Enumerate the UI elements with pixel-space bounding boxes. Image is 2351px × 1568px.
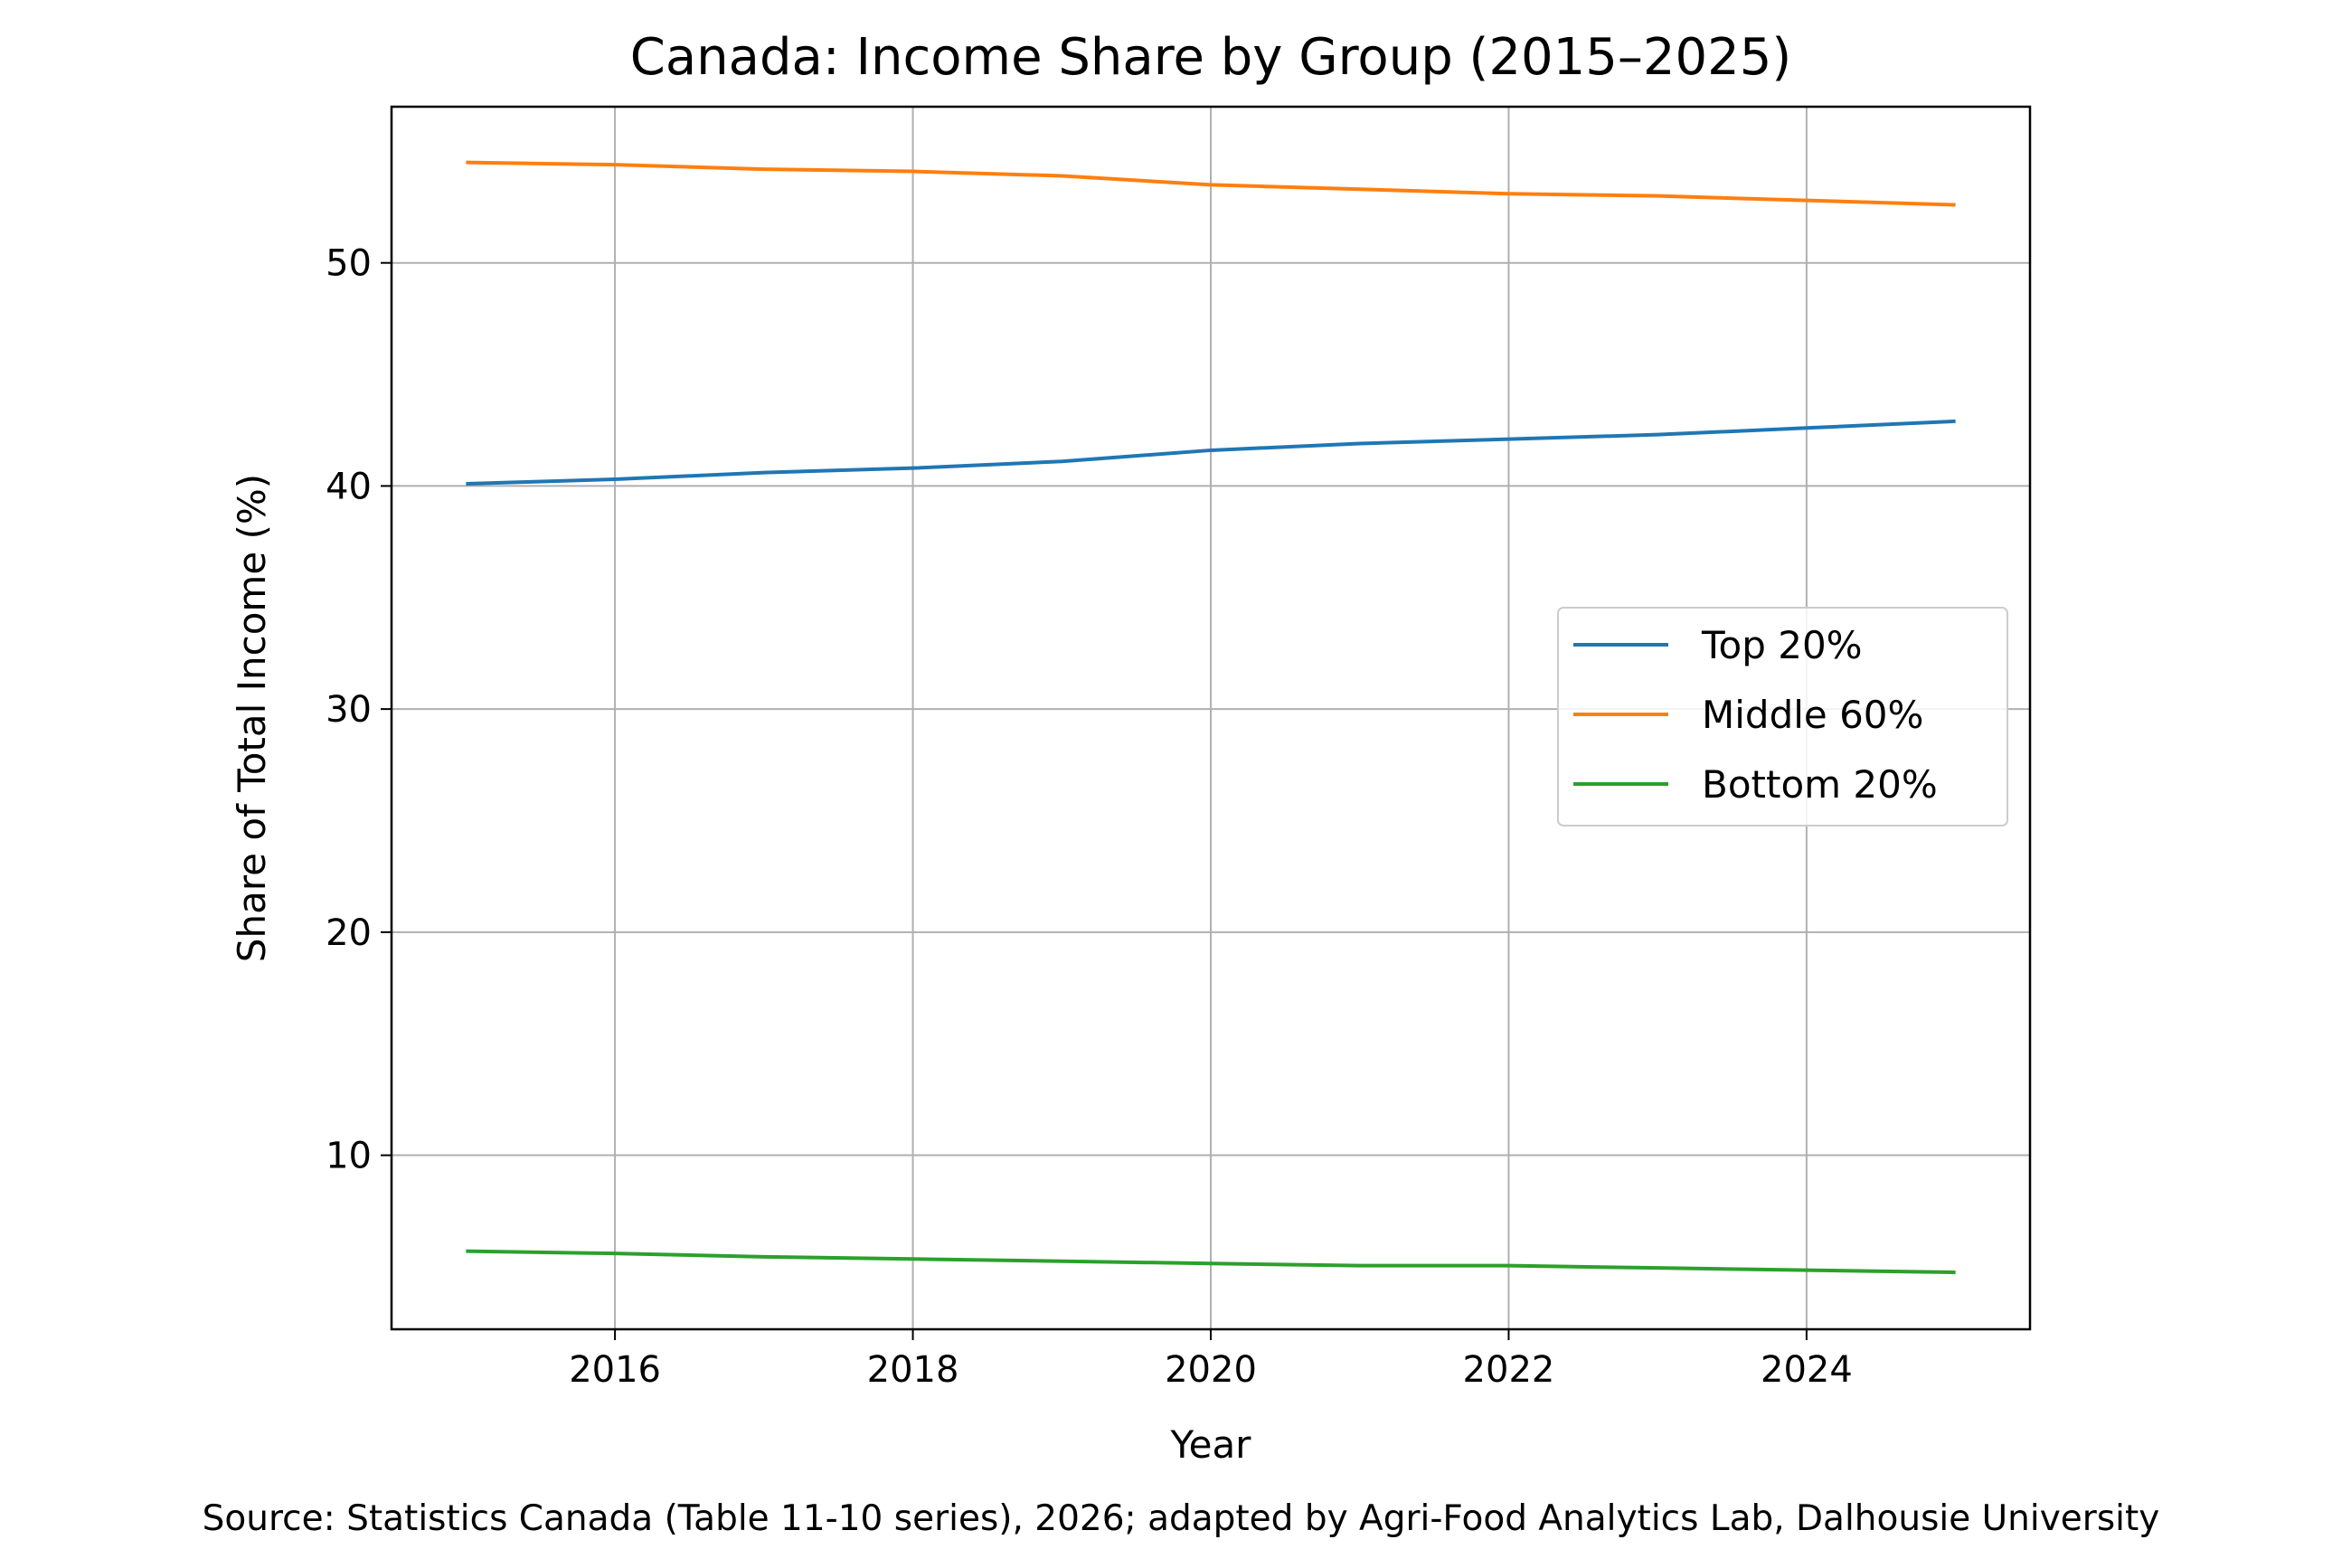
y-tick-label: 10	[326, 1136, 372, 1177]
y-tick-label: 30	[326, 689, 372, 731]
legend-frame	[1557, 607, 2008, 827]
source-note: Source: Statistics Canada (Table 11-10 s…	[203, 1498, 2160, 1539]
legend: Top 20% Middle 60% Bottom 20%	[1557, 607, 2008, 827]
legend-label: Bottom 20%	[1702, 762, 1938, 807]
series-lines	[466, 160, 1956, 1275]
y-axis-ticks: 10 20 30 40 50	[326, 243, 392, 1177]
x-tick-label: 2022	[1463, 1349, 1555, 1391]
series-line-bottom-20-	[466, 1249, 1956, 1275]
y-tick-label: 50	[326, 243, 372, 285]
y-axis-label: Share of Total Income (%)	[230, 474, 274, 962]
legend-label: Top 20%	[1701, 623, 1863, 667]
series-line-top-20-	[466, 419, 1956, 486]
x-axis-ticks: 2016 2018 2020 2022 2024	[569, 1329, 1853, 1391]
y-tick-label: 40	[326, 466, 372, 507]
x-tick-label: 2018	[867, 1349, 959, 1391]
x-tick-label: 2024	[1761, 1349, 1853, 1391]
series-line-middle-60-	[466, 160, 1956, 207]
x-tick-label: 2016	[569, 1349, 661, 1391]
x-tick-label: 2020	[1165, 1349, 1257, 1391]
legend-label: Middle 60%	[1702, 693, 1923, 737]
x-axis-label: Year	[1170, 1422, 1252, 1467]
y-tick-label: 20	[326, 912, 372, 954]
chart-title: Canada: Income Share by Group (2015–2025…	[630, 28, 1792, 87]
